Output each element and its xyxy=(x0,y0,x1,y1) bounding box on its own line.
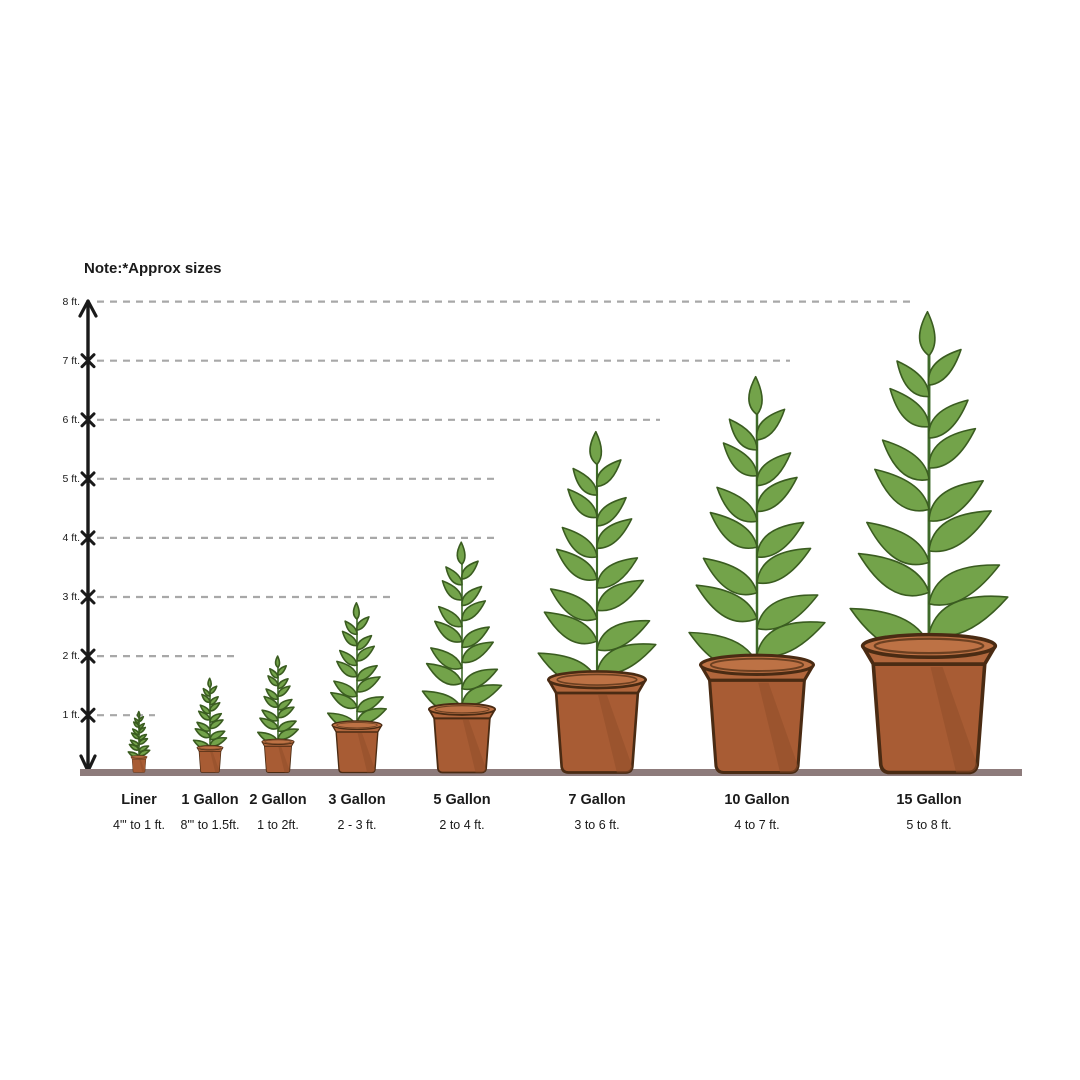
svg-text:4"' to 1 ft.: 4"' to 1 ft. xyxy=(113,818,165,832)
svg-text:3 to 6 ft.: 3 to 6 ft. xyxy=(574,818,619,832)
svg-text:5 Gallon: 5 Gallon xyxy=(433,792,490,808)
svg-text:2 ft.: 2 ft. xyxy=(62,650,80,662)
svg-text:10 Gallon: 10 Gallon xyxy=(724,792,789,808)
svg-text:8"' to 1.5ft.: 8"' to 1.5ft. xyxy=(181,818,240,832)
svg-text:5 to 8 ft.: 5 to 8 ft. xyxy=(906,818,951,832)
svg-text:2 - 3 ft.: 2 - 3 ft. xyxy=(338,818,377,832)
svg-text:5 ft.: 5 ft. xyxy=(62,473,80,485)
svg-text:6 ft.: 6 ft. xyxy=(62,414,80,426)
svg-text:7 ft.: 7 ft. xyxy=(62,355,80,367)
svg-text:1 ft.: 1 ft. xyxy=(62,709,80,721)
svg-text:8 ft.: 8 ft. xyxy=(62,296,80,308)
svg-text:3 ft.: 3 ft. xyxy=(62,591,80,603)
svg-text:1 Gallon: 1 Gallon xyxy=(181,792,238,808)
svg-text:Note:*Approx sizes: Note:*Approx sizes xyxy=(84,260,222,277)
svg-text:7 Gallon: 7 Gallon xyxy=(568,792,625,808)
svg-text:1 to 2ft.: 1 to 2ft. xyxy=(257,818,299,832)
svg-text:2 to 4 ft.: 2 to 4 ft. xyxy=(439,818,484,832)
svg-text:3 Gallon: 3 Gallon xyxy=(328,792,385,808)
svg-text:4 ft.: 4 ft. xyxy=(62,532,80,544)
svg-text:15 Gallon: 15 Gallon xyxy=(896,792,961,808)
svg-text:4 to 7 ft.: 4 to 7 ft. xyxy=(734,818,779,832)
svg-text:2 Gallon: 2 Gallon xyxy=(249,792,306,808)
svg-text:Liner: Liner xyxy=(121,792,157,808)
